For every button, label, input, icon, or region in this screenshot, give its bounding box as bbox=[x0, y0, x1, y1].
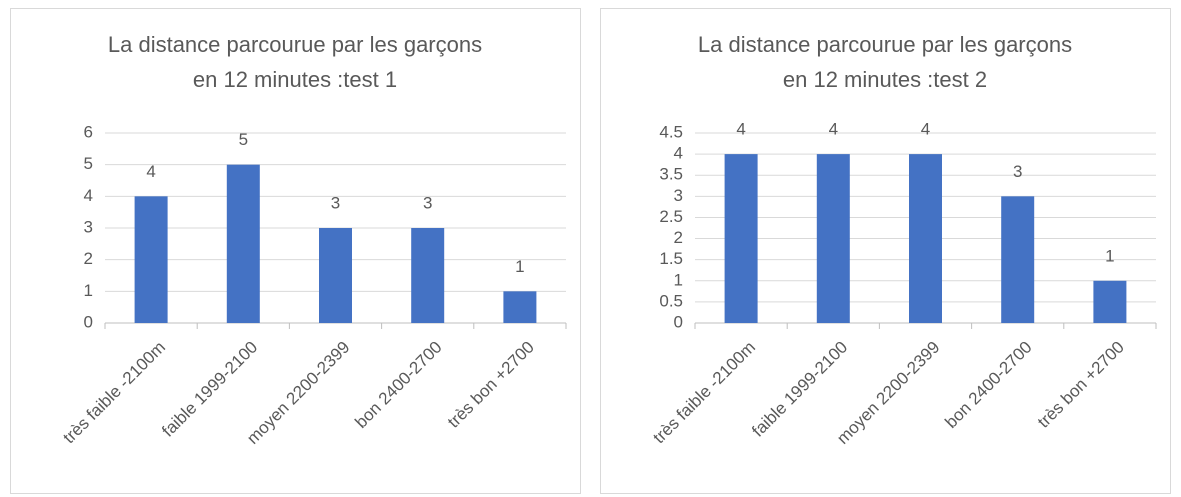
data-label: 3 bbox=[1013, 162, 1022, 181]
data-label: 3 bbox=[423, 193, 432, 212]
bar bbox=[226, 164, 260, 323]
y-tick-label: 0 bbox=[674, 312, 683, 331]
chart-title: La distance parcourue par les garçons bbox=[108, 32, 482, 57]
chart-border bbox=[10, 8, 581, 494]
x-tick-label: faible 1999-2100 bbox=[158, 338, 261, 441]
data-label: 1 bbox=[1105, 246, 1114, 265]
x-tick-label: bon 2400-2700 bbox=[941, 338, 1035, 432]
x-tick-label: très faible -2100m bbox=[59, 338, 169, 448]
y-tick-label: 0.5 bbox=[659, 291, 683, 310]
data-label: 1 bbox=[515, 257, 524, 276]
data-label: 4 bbox=[736, 120, 745, 139]
data-label: 5 bbox=[239, 130, 248, 149]
y-tick-label: 4.5 bbox=[659, 122, 683, 141]
y-tick-label: 1 bbox=[674, 270, 683, 289]
x-tick-label: très faible -2100m bbox=[649, 338, 759, 448]
x-tick-label: moyen 2200-2399 bbox=[243, 338, 353, 448]
bar bbox=[1001, 196, 1035, 323]
y-tick-label: 3.5 bbox=[659, 165, 683, 184]
data-label: 3 bbox=[331, 193, 340, 212]
chart-title: en 12 minutes :test 2 bbox=[783, 67, 987, 92]
y-tick-label: 0 bbox=[84, 312, 93, 331]
chart: La distance parcourue par les garçons en … bbox=[600, 8, 1171, 494]
x-tick-label: très bon +2700 bbox=[444, 338, 538, 432]
bar bbox=[909, 154, 942, 323]
y-tick-label: 1.5 bbox=[659, 249, 683, 268]
y-tick-label: 5 bbox=[84, 154, 93, 173]
bar bbox=[503, 291, 537, 323]
y-tick-label: 4 bbox=[674, 144, 683, 163]
y-tick-label: 6 bbox=[84, 122, 93, 141]
data-label: 4 bbox=[921, 120, 930, 139]
bar bbox=[134, 196, 168, 323]
bar bbox=[724, 154, 758, 323]
y-tick-label: 1 bbox=[84, 281, 93, 300]
bar bbox=[1093, 280, 1127, 323]
chart-border bbox=[600, 8, 1171, 494]
chart-title: en 12 minutes :test 1 bbox=[193, 67, 397, 92]
y-tick-label: 3 bbox=[674, 186, 683, 205]
y-tick-label: 2 bbox=[674, 228, 683, 247]
chart: La distance parcourue par les garçons en … bbox=[10, 8, 581, 494]
x-tick-label: moyen 2200-2399 bbox=[833, 338, 943, 448]
y-tick-label: 3 bbox=[84, 217, 93, 236]
data-label: 4 bbox=[146, 162, 155, 181]
data-label: 4 bbox=[829, 120, 838, 139]
x-tick-label: bon 2400-2700 bbox=[351, 338, 445, 432]
x-tick-label: très bon +2700 bbox=[1034, 338, 1128, 432]
chart-title: La distance parcourue par les garçons bbox=[698, 32, 1072, 57]
y-tick-label: 2.5 bbox=[659, 207, 683, 226]
bar bbox=[816, 154, 850, 323]
bar bbox=[319, 228, 352, 323]
x-tick-label: faible 1999-2100 bbox=[748, 338, 851, 441]
y-tick-label: 4 bbox=[84, 186, 93, 205]
bar bbox=[411, 228, 445, 323]
y-tick-label: 2 bbox=[84, 249, 93, 268]
